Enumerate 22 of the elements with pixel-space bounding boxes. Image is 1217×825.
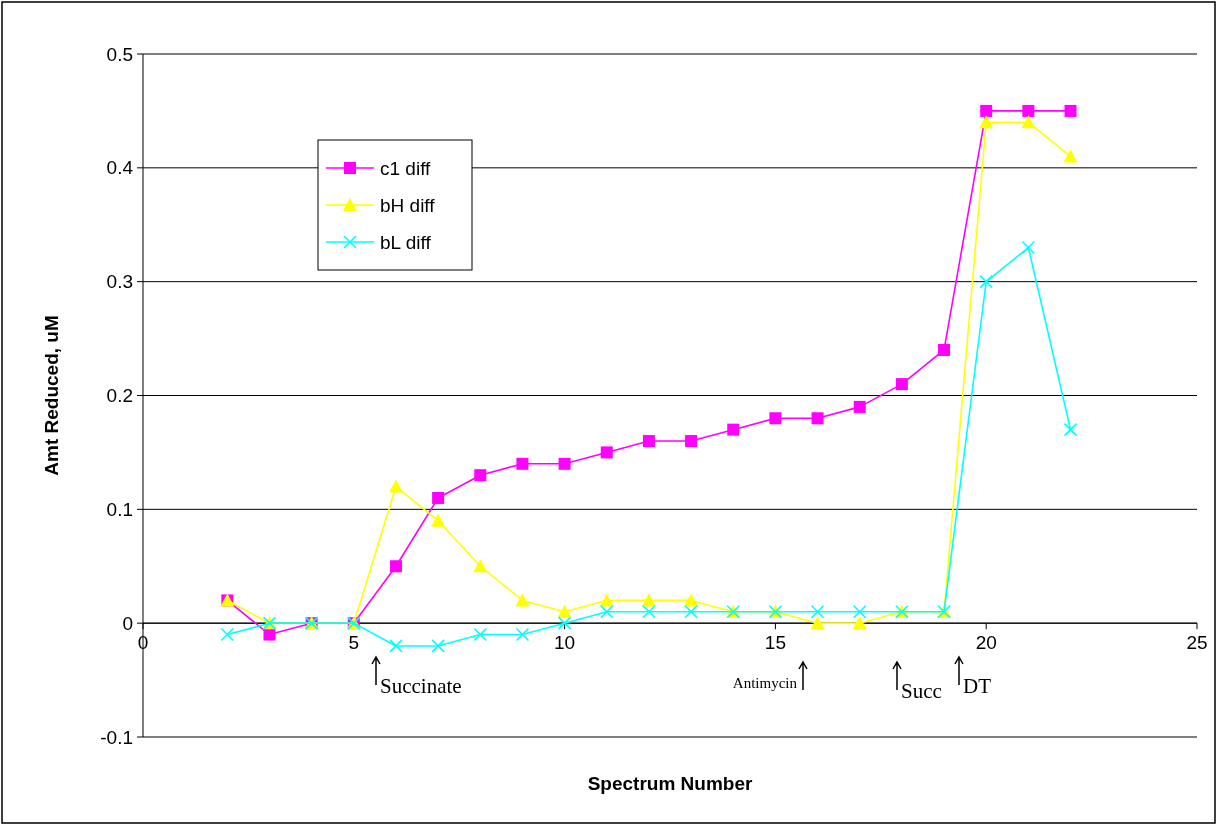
x-tick-label: 0	[137, 632, 149, 654]
y-tick-label: 0.3	[106, 271, 133, 293]
x-tick-label: 20	[975, 632, 997, 654]
annotation: DT	[963, 674, 992, 698]
y-tick-label: 0.4	[106, 157, 134, 179]
y-tick-label: 0.2	[106, 385, 133, 407]
annotation: Succ	[901, 679, 942, 703]
x-tick-label: 5	[348, 632, 360, 654]
legend-label: bH diff	[380, 194, 436, 216]
y-axis-title: Amt Reduced, uM	[41, 315, 62, 476]
x-tick-label: 10	[554, 632, 576, 654]
legend-label: c1 diff	[380, 157, 432, 179]
x-tick-label: 15	[764, 632, 786, 654]
y-tick-label: 0.5	[106, 43, 133, 65]
y-tick-label: -0.1	[100, 726, 133, 748]
y-tick-label: 0.1	[106, 498, 133, 520]
y-tick-label: 0	[122, 612, 133, 634]
legend-label: bL diff	[380, 231, 432, 253]
x-tick-label: 25	[1186, 632, 1208, 654]
annotation: Antimycin	[732, 675, 798, 691]
annotation: Succinate	[380, 674, 462, 698]
x-axis-title: Spectrum Number	[587, 773, 753, 794]
